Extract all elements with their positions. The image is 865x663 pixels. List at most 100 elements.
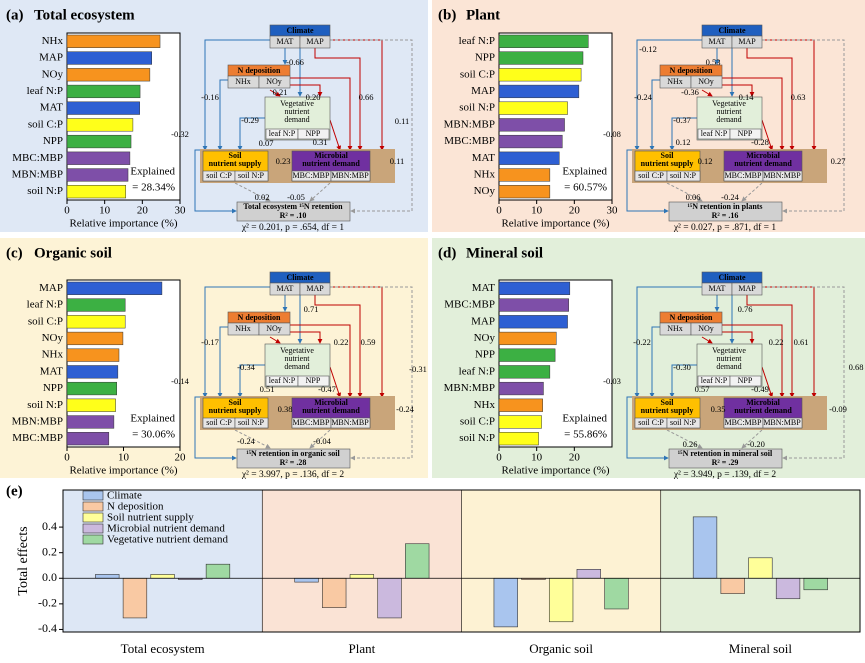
path-arrow	[202, 39, 270, 151]
panel-background	[0, 0, 428, 232]
legend-label: Climate	[107, 490, 142, 502]
cell	[299, 282, 331, 296]
category-label: NHx	[42, 35, 64, 47]
category-label: NPP	[475, 52, 495, 64]
bar	[498, 365, 551, 379]
cell-label: soil C:P	[206, 418, 232, 427]
path-arrow	[649, 326, 660, 398]
cell-label: MAP	[738, 37, 756, 46]
explained-label: Explained	[130, 413, 175, 425]
category-label: NOy	[42, 332, 64, 344]
cell-label: soil N:P	[670, 171, 697, 180]
cell	[258, 322, 291, 336]
coefficient: -0.30	[673, 362, 691, 372]
cell-label: MBN:MBP	[763, 418, 801, 427]
bar	[498, 415, 542, 429]
coefficient: -0.05	[287, 192, 305, 202]
coefficient: -0.04	[313, 436, 331, 446]
coefficient: -0.03	[603, 376, 621, 386]
cell-label: soil N:P	[670, 418, 697, 427]
fit-label: χ² = 0.027, p = .871, df = 1	[673, 222, 777, 233]
soil-label: nutrient supply	[641, 159, 694, 168]
path-arrow	[290, 324, 353, 398]
cell	[729, 128, 762, 140]
retention-label: ¹⁵N retention in organic soil	[246, 449, 340, 458]
cell-label: NHx	[235, 324, 251, 333]
path-arrow	[761, 119, 774, 151]
cell-label: soil C:P	[206, 171, 232, 180]
coefficient: -0.47	[318, 384, 336, 394]
r2-label: R² = .29	[712, 458, 739, 467]
r2-label: R² = .16	[712, 211, 739, 220]
category-label: MBN:MBP	[12, 415, 63, 427]
bar	[66, 381, 117, 396]
cell-label: leaf N:P	[701, 376, 728, 385]
category-label: soil C:P	[460, 415, 495, 427]
coefficient: 0.68	[849, 362, 864, 372]
coefficient: 0.23	[276, 156, 291, 166]
path-arrow	[309, 182, 331, 202]
cell	[330, 417, 371, 429]
category-label: MAT	[40, 365, 64, 377]
retention-label: ¹⁵N retention in plants	[687, 202, 762, 211]
cell	[731, 35, 763, 49]
bar	[498, 381, 544, 396]
y-tick-label: -0.4	[38, 621, 57, 635]
coefficient: 0.57	[695, 384, 710, 394]
bar	[66, 68, 151, 82]
y-tick-label: 0.4	[42, 519, 57, 533]
bar	[205, 563, 231, 579]
bar	[66, 101, 140, 115]
bar	[720, 577, 745, 594]
coefficient: -0.37	[673, 115, 691, 125]
veg-label: Vegetative	[712, 99, 746, 108]
bar	[150, 574, 175, 579]
category-label: MAP	[471, 315, 495, 327]
category-label: leaf N:P	[27, 299, 63, 311]
cell-label: NOy	[266, 77, 282, 86]
cell-label: MAT	[277, 37, 294, 46]
panel-background	[0, 238, 428, 478]
coefficient: -0.24	[634, 92, 652, 102]
cell-label: NOy	[266, 324, 282, 333]
path-arrow	[666, 182, 703, 202]
retention-box	[668, 448, 783, 469]
cell	[762, 417, 803, 429]
coefficient: -0.34	[237, 362, 255, 372]
category-label: NPP	[475, 349, 495, 361]
bar	[405, 543, 430, 579]
fit-label: χ² = 3.949, p = .139, df = 2	[673, 469, 777, 480]
bar	[377, 577, 402, 619]
x-tick-label: 30	[607, 205, 619, 217]
bar	[498, 185, 551, 199]
coefficient: -0.12	[639, 44, 657, 54]
path-arrow	[330, 286, 413, 461]
bar	[66, 331, 124, 346]
panel-title: Mineral soil	[466, 245, 543, 261]
coefficient: -0.24	[721, 192, 739, 202]
bar	[66, 168, 129, 182]
path-arrow	[701, 336, 713, 344]
y-axis-label: Total effects	[16, 526, 31, 595]
path-arrow	[269, 336, 281, 344]
path-arrow	[269, 89, 281, 97]
cell	[234, 170, 269, 182]
bar	[294, 577, 319, 583]
veg-label: Vegetative	[280, 346, 314, 355]
soil-label: nutrient supply	[209, 406, 262, 415]
cell-label: MBC:MBP	[293, 171, 330, 180]
bar	[66, 348, 120, 362]
coefficient: -0.14	[171, 376, 189, 386]
micro-label: nutrient demand	[302, 406, 360, 415]
explained-value: = 30.06%	[132, 429, 175, 441]
coefficient: 0.20	[306, 92, 321, 102]
cell-label: NOy	[698, 77, 714, 86]
coefficient: -0.09	[829, 404, 847, 414]
coefficient: 0.12	[698, 156, 713, 166]
bar	[66, 398, 116, 412]
cell	[666, 417, 701, 429]
coefficient: 0.66	[359, 92, 374, 102]
fit-label: χ² = 0.201, p = .654, df = 1	[241, 222, 345, 233]
path-arrow	[217, 326, 228, 398]
